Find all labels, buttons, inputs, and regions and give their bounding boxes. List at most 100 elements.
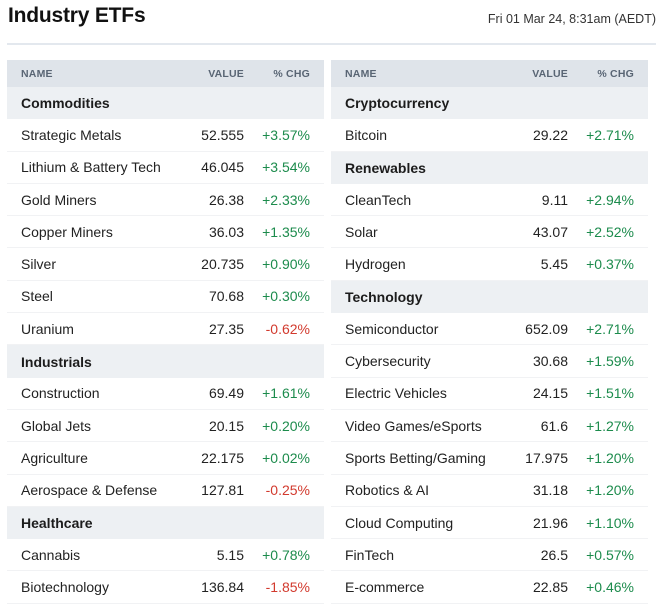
etf-value: 70.68 xyxy=(208,288,244,305)
etf-name-link[interactable]: Lithium & Battery Tech xyxy=(21,159,161,176)
etf-value: 26.5 xyxy=(540,546,568,563)
etf-name-link[interactable]: Gold Miners xyxy=(21,191,97,208)
etf-name-link[interactable]: Biotechnology xyxy=(21,579,109,596)
category-header: Technology xyxy=(331,280,648,314)
column-header-chg[interactable]: % CHG xyxy=(597,67,634,80)
table-row[interactable]: Robotics & AI 31.18 +1.20% xyxy=(331,475,648,507)
page-title: Industry ETFs xyxy=(8,4,146,27)
etf-percent-change: +0.78% xyxy=(262,546,310,563)
etf-name-link[interactable]: Cannabis xyxy=(21,546,81,563)
etf-value: 22.85 xyxy=(532,579,568,596)
etf-percent-change: +1.20% xyxy=(586,449,634,466)
table-row[interactable]: Electric Vehicles 24.15 +1.51% xyxy=(331,378,648,410)
column-header-value[interactable]: VALUE xyxy=(208,67,244,80)
table-row[interactable]: Semiconductor 652.09 +2.71% xyxy=(331,313,648,346)
table-row[interactable]: Construction 69.49 +1.61% xyxy=(7,378,324,410)
etf-value: 26.38 xyxy=(208,191,244,208)
table-row[interactable]: Sports Betting/Gaming 17.975 +1.20% xyxy=(331,442,648,475)
etf-percent-change: -0.25% xyxy=(265,482,310,499)
etf-name-link[interactable]: FinTech xyxy=(345,546,395,563)
category-label: Commodities xyxy=(21,95,110,112)
etf-name-link[interactable]: Uranium xyxy=(21,320,74,337)
etf-percent-change: +1.10% xyxy=(586,514,634,531)
etf-value: 21.96 xyxy=(532,514,568,531)
etf-name-link[interactable]: E-commerce xyxy=(345,579,425,596)
category-header: Cryptocurrency xyxy=(331,87,648,120)
etf-name-link[interactable]: Sports Betting/Gaming xyxy=(345,449,486,466)
table-row[interactable]: Cloud Computing 21.96 +1.10% xyxy=(331,507,648,540)
header-divider xyxy=(7,43,656,45)
etf-value: 30.68 xyxy=(532,353,568,370)
table-row[interactable]: Gold Miners 26.38 +2.33% xyxy=(7,184,324,217)
etf-percent-change: +0.46% xyxy=(586,579,634,596)
etf-name-link[interactable]: Strategic Metals xyxy=(21,126,122,143)
etf-name-link[interactable]: Cloud Computing xyxy=(345,514,454,531)
etf-percent-change: +3.57% xyxy=(262,126,310,143)
etf-name-link[interactable]: Copper Miners xyxy=(21,223,113,240)
etf-name-link[interactable]: Silver xyxy=(21,256,57,273)
etf-percent-change: +2.33% xyxy=(262,191,310,208)
etf-value: 127.81 xyxy=(201,482,244,499)
etf-name-link[interactable]: Global Jets xyxy=(21,417,92,434)
table-row[interactable]: Global Jets 20.15 +0.20% xyxy=(7,410,324,443)
category-header: Healthcare xyxy=(7,506,324,540)
etf-percent-change: +2.71% xyxy=(586,126,634,143)
table-row[interactable]: FinTech 26.5 +0.57% xyxy=(331,539,648,572)
etf-name-link[interactable]: Electric Vehicles xyxy=(345,385,447,402)
category-header: Commodities xyxy=(7,87,324,120)
column-header-chg[interactable]: % CHG xyxy=(273,67,310,80)
column-header-value[interactable]: VALUE xyxy=(532,67,568,80)
table-row[interactable]: Aerospace & Defense 127.81 -0.25% xyxy=(7,475,324,507)
table-row[interactable]: Cannabis 5.15 +0.78% xyxy=(7,539,324,572)
etf-name-link[interactable]: Semiconductor xyxy=(345,320,439,337)
etf-name-link[interactable]: Construction xyxy=(21,385,100,402)
table-row[interactable]: Copper Miners 36.03 +1.35% xyxy=(7,216,324,249)
etf-percent-change: +0.02% xyxy=(262,449,310,466)
column-header-name[interactable]: NAME xyxy=(21,67,53,80)
table-row[interactable]: Bitcoin 29.22 +2.71% xyxy=(331,119,648,152)
etf-value: 69.49 xyxy=(208,385,244,402)
table-row[interactable]: Uranium 27.35 -0.62% xyxy=(7,313,324,346)
etf-value: 22.175 xyxy=(201,449,244,466)
table-row[interactable]: Hydrogen 5.45 +0.37% xyxy=(331,248,648,281)
table-row[interactable]: Silver 20.735 +0.90% xyxy=(7,248,324,281)
table-row[interactable]: E-commerce 22.85 +0.46% xyxy=(331,571,648,604)
etf-name-link[interactable]: Aerospace & Defense xyxy=(21,482,158,499)
left-etf-table: NAME VALUE % CHG Commodities Strategic Me… xyxy=(7,60,324,604)
table-row[interactable]: Video Games/eSports 61.6 +1.27% xyxy=(331,410,648,443)
etf-name-link[interactable]: Solar xyxy=(345,223,378,240)
table-row[interactable]: Strategic Metals 52.555 +3.57% xyxy=(7,119,324,152)
category-header: Industrials xyxy=(7,345,324,378)
etf-percent-change: +1.35% xyxy=(262,223,310,240)
etf-name-link[interactable]: Cybersecurity xyxy=(345,353,431,370)
table-row[interactable]: Steel 70.68 +0.30% xyxy=(7,281,324,314)
etf-name-link[interactable]: Hydrogen xyxy=(345,256,406,273)
etf-value: 17.975 xyxy=(525,449,568,466)
etf-name-link[interactable]: CleanTech xyxy=(345,191,412,208)
table-header: NAME VALUE % CHG xyxy=(7,60,324,87)
etf-percent-change: +1.59% xyxy=(586,353,634,370)
table-row[interactable]: CleanTech 9.11 +2.94% xyxy=(331,184,648,217)
category-label: Technology xyxy=(345,288,423,305)
etf-name-link[interactable]: Agriculture xyxy=(21,449,88,466)
etf-name-link[interactable]: Steel xyxy=(21,288,53,305)
table-row[interactable]: Agriculture 22.175 +0.02% xyxy=(7,442,324,475)
etf-name-link[interactable]: Robotics & AI xyxy=(345,482,430,499)
etf-percent-change: +1.51% xyxy=(586,385,634,402)
table-row[interactable]: Cybersecurity 30.68 +1.59% xyxy=(331,345,648,378)
etf-percent-change: +1.61% xyxy=(262,385,310,402)
etf-value: 31.18 xyxy=(532,482,568,499)
etf-name-link[interactable]: Bitcoin xyxy=(345,126,388,143)
etf-percent-change: +1.27% xyxy=(586,417,634,434)
etf-percent-change: +0.57% xyxy=(586,546,634,563)
etf-name-link[interactable]: Video Games/eSports xyxy=(345,417,482,434)
etf-value: 5.15 xyxy=(216,546,244,563)
last-updated-timestamp: Fri 01 Mar 24, 8:31am (AEDT) xyxy=(487,12,656,26)
table-row[interactable]: Solar 43.07 +2.52% xyxy=(331,216,648,249)
etf-value: 24.15 xyxy=(532,385,568,402)
table-row[interactable]: Biotechnology 136.84 -1.85% xyxy=(7,571,324,604)
etf-percent-change: +2.94% xyxy=(586,191,634,208)
column-header-name[interactable]: NAME xyxy=(345,67,377,80)
table-row[interactable]: Lithium & Battery Tech 46.045 +3.54% xyxy=(7,152,324,184)
category-label: Cryptocurrency xyxy=(345,95,450,112)
